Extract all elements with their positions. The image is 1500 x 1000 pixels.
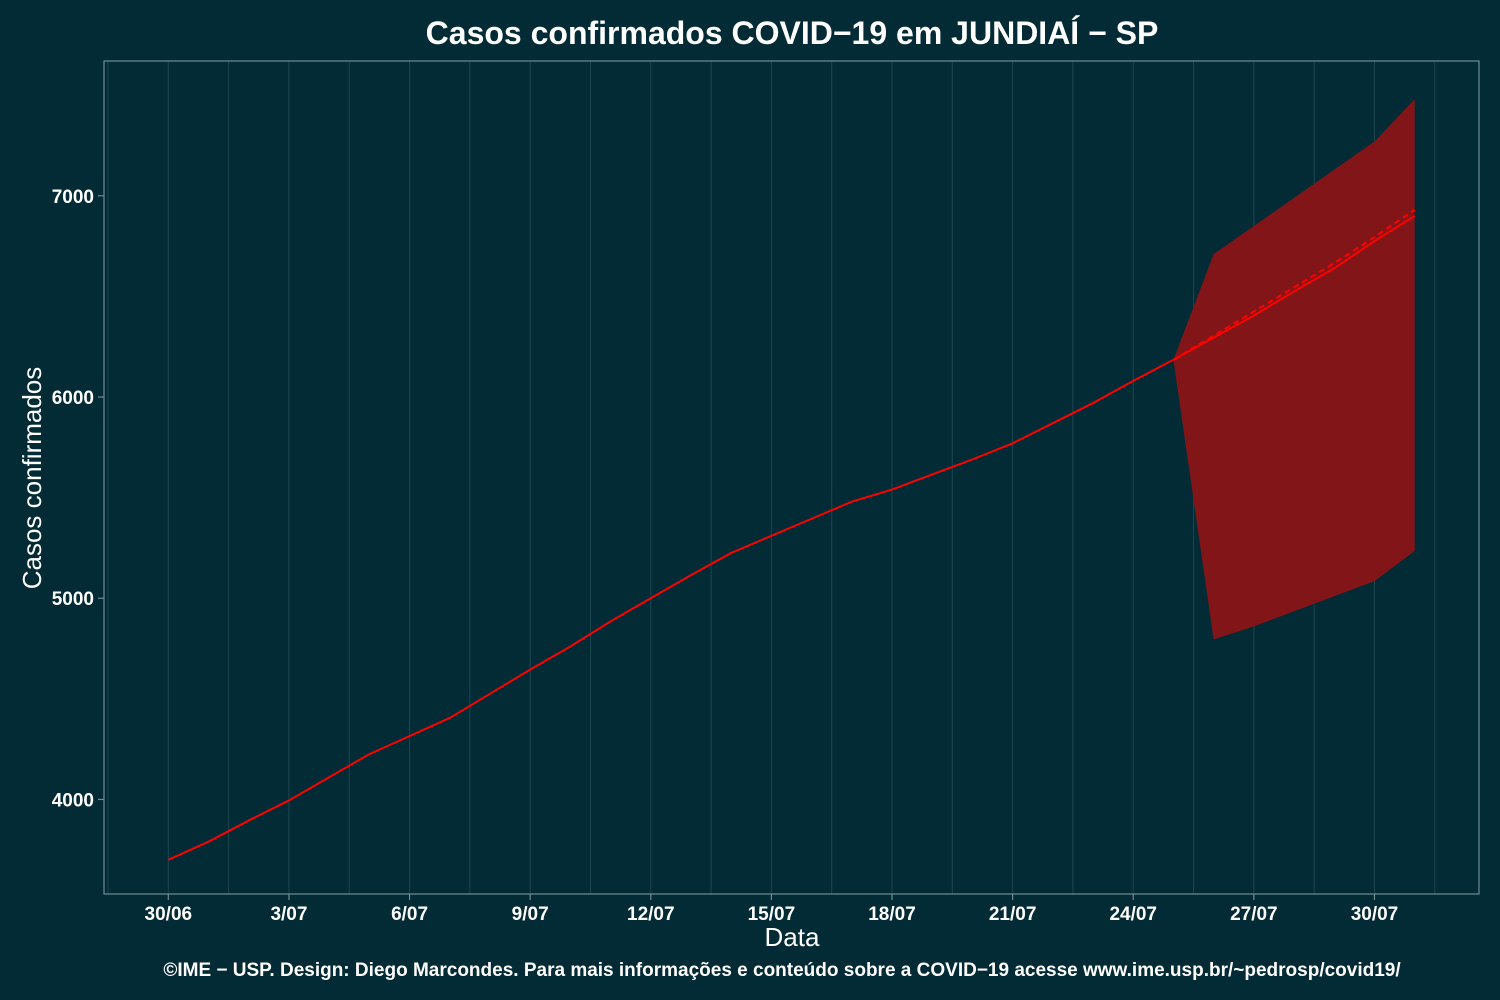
forecast-band	[1173, 99, 1415, 640]
forecast-band-group	[1173, 99, 1415, 640]
x-tick-label-3: 9/07	[512, 904, 549, 925]
y-axis-ticks: 4000 5000 6000 7000	[52, 187, 104, 811]
plot-frame	[103, 60, 1480, 895]
x-axis-title: Data	[765, 922, 820, 952]
x-tick-label-0: 30/06	[145, 904, 193, 925]
x-tick-label-1: 3/07	[270, 904, 307, 925]
x-tick-label-6: 18/07	[868, 904, 916, 925]
series-lines	[167, 209, 1416, 861]
x-tick-label-7: 21/07	[989, 904, 1037, 925]
x-tick-label-2: 6/07	[391, 904, 428, 925]
y-tick-label-2: 6000	[52, 388, 94, 409]
x-tick-label-4: 12/07	[627, 904, 675, 925]
chart-title: Casos confirmados COVID−19 em JUNDIAÍ − …	[426, 15, 1159, 51]
x-tick-label-5: 15/07	[748, 904, 796, 925]
y-axis-title: Casos confirmados	[17, 367, 47, 590]
y-tick-label-1: 5000	[52, 589, 94, 610]
x-axis-ticks: 30/06 3/07 6/07 9/07 12/07 15/07 18/07 21/07 24/…	[145, 894, 1399, 925]
y-tick-label-3: 7000	[52, 187, 94, 208]
x-tick-label-9: 27/07	[1230, 904, 1278, 925]
y-tick-label-0: 4000	[52, 790, 94, 811]
forecast-dashed-line	[1172, 209, 1416, 361]
observed-cases-line	[167, 358, 1174, 861]
chart-caption: ©IME − USP. Design: Diego Marcondes. Par…	[163, 960, 1401, 981]
forecast-line	[1172, 215, 1416, 361]
x-tick-label-10: 30/07	[1351, 904, 1399, 925]
x-tick-label-8: 24/07	[1109, 904, 1157, 925]
